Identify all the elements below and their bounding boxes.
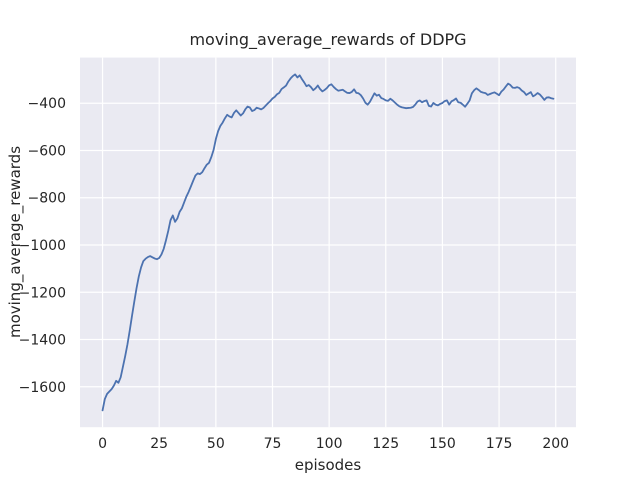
x-tick-label-75: 75 <box>264 436 282 452</box>
plot-area <box>80 57 576 428</box>
y-tick-label--600: −600 <box>28 143 66 159</box>
chart-title: moving_average_rewards of DDPG <box>189 30 467 49</box>
x-tick-label-100: 100 <box>316 436 343 452</box>
data-line <box>101 73 555 412</box>
x-tick-label-0: 0 <box>98 436 107 452</box>
x-axis-label: episodes <box>294 456 362 474</box>
y-tick-label--1000: −1000 <box>19 238 66 254</box>
y-tick-label--800: −800 <box>28 191 66 207</box>
x-tick-label-150: 150 <box>429 436 456 452</box>
y-tick-label--1600: −1600 <box>19 380 66 396</box>
x-tick-label-175: 175 <box>486 436 513 452</box>
y-tick-label--1400: −1400 <box>19 333 66 349</box>
x-tick-label-125: 125 <box>372 436 399 452</box>
x-tick-label-200: 200 <box>542 436 569 452</box>
y-tick-label--1200: −1200 <box>19 285 66 301</box>
y-axis-label: moving_average_rewards <box>6 145 24 339</box>
x-tick-label-50: 50 <box>207 436 225 452</box>
y-tick-label--400: −400 <box>28 96 66 112</box>
x-tick-label-25: 25 <box>150 436 168 452</box>
